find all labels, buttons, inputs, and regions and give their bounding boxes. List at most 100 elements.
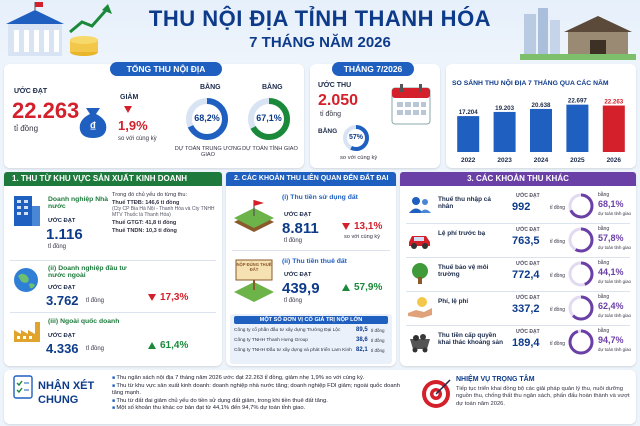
summary-head-2: CHUNG [38, 394, 79, 406]
top-payer-2-value: 38,6 [356, 337, 368, 343]
sec3-item-pct-note: dự toán tỉnh giao [598, 313, 631, 318]
sec2-land-use-down-arrow-icon [342, 223, 350, 230]
city-gate-icon [520, 8, 636, 60]
sec3-item-pct: 68,1% [598, 199, 624, 209]
sec2-land-rent-name: (ii) Thu tiền thuê đất [282, 258, 347, 265]
sec1-item3-estimate: ƯỚC ĐẠT [48, 333, 76, 339]
sec3-row: Lệ phí trước bạ ƯỚC ĐẠT 763,5 tỉ đồng bằng 57… [404, 224, 632, 256]
ring1-note: DỰ TOÁN TRUNG ƯƠNG GIAO [174, 146, 242, 158]
compare-head: SO SÁNH THU NỘI ĐỊA 7 THÁNG QUA CÁC NĂM [452, 80, 609, 87]
page-subtitle: 7 THÁNG NĂM 2026 [249, 34, 391, 51]
sec2-land-rent-change: 57,9% [354, 282, 383, 293]
total-estimate-label: ƯỚC ĐẠT [14, 88, 48, 95]
compare-bar-chart: 17.204 2022 19.203 2023 20.638 2024 22.697 2025… [457, 98, 625, 164]
sec2-land-rent-unit: tỉ đồng [284, 298, 303, 304]
sec2-land-rent-estimate: ƯỚC ĐẠT [284, 272, 312, 278]
sec1-item3-value: 4.336 [46, 341, 79, 356]
bar-value-label: 20.638 [532, 102, 551, 109]
sec3-item-value: 337,2 [512, 303, 540, 315]
sec3-divider [406, 257, 630, 258]
sec1-detail-2: (Cty CP Bia Hà Nội - Thanh Hóa và Cty TN… [112, 206, 215, 218]
month-value: 2.050 [318, 92, 359, 109]
bar-value-label: 17.204 [459, 109, 478, 116]
summary-bullets: Thu ngân sách nội địa 7 tháng năm 2026 ư… [112, 375, 412, 413]
target-icon [422, 379, 451, 408]
sec3-divider [406, 223, 630, 224]
ring2-value: 67,1% [256, 113, 282, 123]
sec3-item-ring [568, 193, 594, 219]
sec1-detail-1: Thuế TTĐB: 146,6 tỉ đồng [112, 200, 180, 206]
sec1-card [4, 172, 222, 366]
summary-bullet-1: Thu ngân sách nội địa 7 tháng năm 2026 ư… [112, 375, 412, 383]
ring1-value: 68,2% [194, 113, 220, 123]
sec1-item1-unit: tỉ đồng [48, 244, 67, 250]
sec3-item-ring [568, 329, 594, 355]
sec2-land-use-note: so với cùng kỳ [344, 234, 381, 240]
sec3-item-ring [568, 227, 594, 253]
sec3-item-unit: tỉ đồng [550, 341, 566, 347]
sec3-item-pct-note: dự toán tỉnh giao [598, 245, 631, 250]
month-head: THÁNG 7/2026 [332, 62, 414, 76]
sec3-item-name: Thu tiền cấp quyền khai thác khoáng sản [438, 332, 503, 346]
month-estimate-label: ƯỚC THU [318, 82, 352, 89]
sec3-item-pct-note: dự toán tỉnh giao [598, 211, 631, 216]
top-payer-1-unit: tỉ đồng [371, 328, 385, 333]
task-head: NHIỆM VỤ TRỌNG TÂM [456, 376, 535, 383]
bar-value-label: 19.203 [495, 105, 514, 112]
sec3-row: Thuế bảo vệ môi trường ƯỚC ĐẠT 772,4 tỉ đồn… [404, 258, 632, 290]
month-ring-value: 57% [348, 134, 363, 141]
total-head: TỔNG THU NỘI ĐỊA [110, 62, 222, 76]
sec2-land-rent-up-arrow-icon [342, 284, 350, 291]
sec3-item-value: 763,5 [512, 235, 540, 247]
total-unit: tỉ đồng [14, 124, 39, 133]
sec2-head: 2. CÁC KHOẢN THU LIÊN QUAN ĐẾN ĐẤT ĐAI [226, 172, 396, 186]
total-decrease-value: 1,9% [118, 118, 148, 133]
sec1-detail-3: Thuế GTGT: 41,8 tỉ đồng [112, 220, 177, 226]
bar-2025 [566, 104, 589, 152]
sec3-item-value: 992 [512, 201, 531, 213]
top-payer-3-unit: tỉ đồng [371, 348, 385, 353]
top-payer-3-value: 82,1 [356, 347, 368, 353]
sec1-item2-value: 3.762 [46, 293, 79, 308]
tree-icon [412, 263, 428, 284]
money-bag-icon: ₫ [79, 108, 107, 138]
sec1-item3-name: (iii) Ngoài quốc doanh [48, 318, 120, 325]
task-text: Tiếp tục triển khai đồng bộ các giải phá… [456, 386, 630, 407]
ring2-gauge [248, 98, 290, 140]
page-title: THU NỘI ĐỊA TỈNH THANH HÓA [148, 6, 492, 31]
bar-category-label: 2023 [497, 157, 512, 164]
sec1-item2-down-arrow-icon [148, 294, 156, 301]
total-decrease-note: so với cùng kỳ [118, 136, 157, 142]
sec3-item-pct: 57,8% [598, 233, 624, 243]
sec1-item3-change: 61,4% [160, 340, 189, 351]
sec3-item-value: 189,4 [512, 337, 540, 349]
checklist-icon [13, 375, 33, 399]
sec3-item-pct-label: bằng [598, 328, 610, 334]
summary-bullet-2: Thu từ khu vực sản xuất kinh doanh: doan… [112, 383, 412, 398]
sec2-land-rent-value: 439,9 [282, 280, 320, 297]
bar-category-label: 2022 [461, 157, 476, 164]
sec1-item1-value: 1.116 [46, 226, 83, 243]
ring2-label: BẰNG [262, 84, 283, 91]
month-note: so với cùng kỳ [340, 155, 378, 161]
bar-category-label: 2026 [607, 157, 622, 164]
month-equal-label: BẰNG [318, 128, 338, 135]
calendar-icon [391, 84, 431, 125]
sec3-divider [406, 291, 630, 292]
sec2-land-use-value: 8.811 [282, 220, 319, 237]
land-rent-sign-icon [234, 259, 274, 302]
bar-value-label: 22.263 [604, 99, 623, 106]
building-icon [14, 196, 40, 226]
sec1-item3-unit: tỉ đồng [86, 346, 105, 352]
sec2-land-use-unit: tỉ đồng [284, 238, 303, 244]
sec1-item3-up-arrow-icon [148, 342, 156, 349]
sec3-item-name: Thuế bảo vệ môi trường [438, 264, 489, 278]
mine-cart-icon [410, 334, 430, 353]
top-payer-2-name: Công ty TNHH Thanh Hưng Group [234, 338, 308, 343]
sec3-item-pct-note: dự toán tỉnh giao [598, 279, 631, 284]
summary-head-1: NHẬN XÉT [38, 380, 95, 392]
sec3-head: 3. CÁC KHOẢN THU KHÁC [400, 172, 636, 186]
sec3-item-ring [568, 295, 594, 321]
sec1-item2-estimate: ƯỚC ĐẠT [48, 285, 76, 291]
bar-2026 [602, 105, 625, 152]
